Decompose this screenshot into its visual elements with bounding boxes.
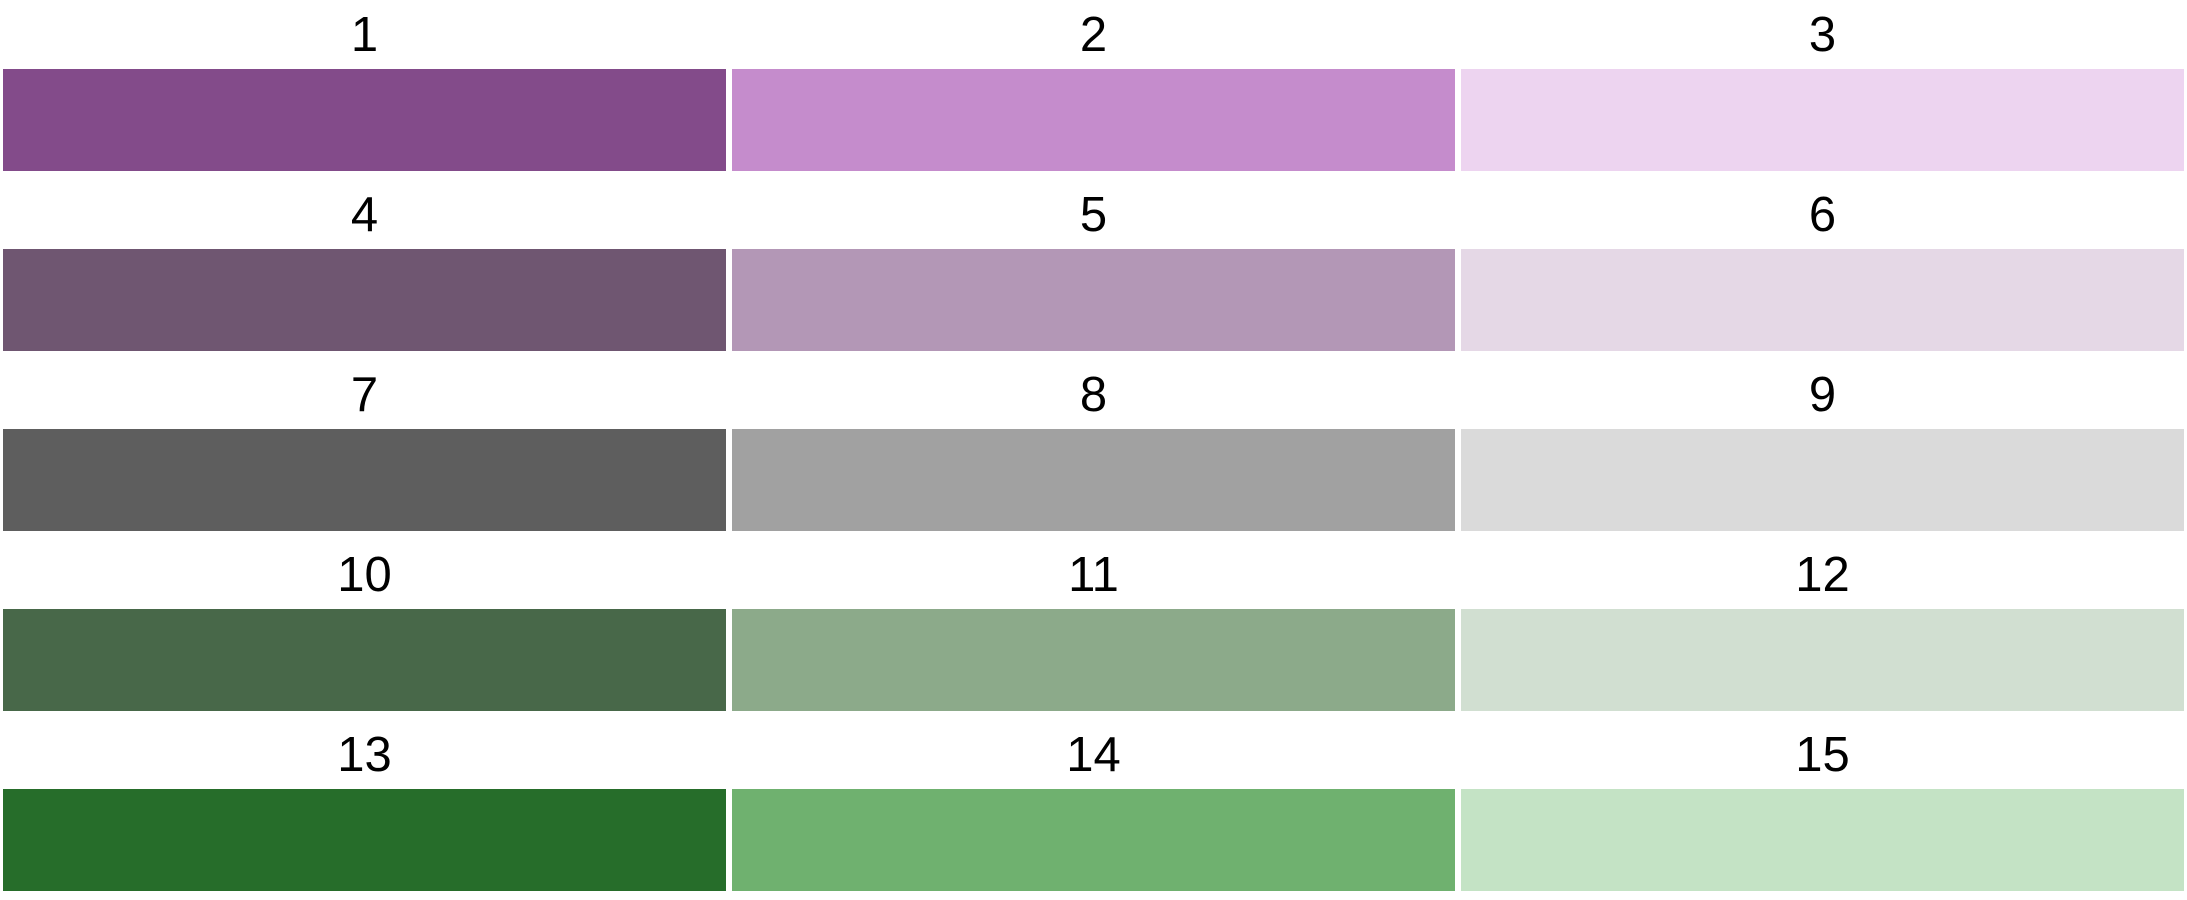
color-swatch xyxy=(1461,609,2184,711)
swatch-cell: 12 xyxy=(1461,540,2184,720)
swatch-cell: 4 xyxy=(3,180,726,360)
swatch-cell: 6 xyxy=(1461,180,2184,360)
swatch-label: 6 xyxy=(1808,188,1837,242)
swatch-label: 8 xyxy=(1079,368,1108,422)
color-swatch xyxy=(3,789,726,891)
swatch-label: 9 xyxy=(1808,368,1837,422)
swatch-cell: 5 xyxy=(732,180,1455,360)
swatch-grid: 1 2 3 4 5 6 7 8 9 10 11 12 13 14 15 xyxy=(3,0,2184,900)
color-swatch xyxy=(1461,249,2184,351)
color-swatch xyxy=(732,609,1455,711)
swatch-label: 14 xyxy=(1066,728,1121,782)
swatch-label: 10 xyxy=(337,548,392,602)
swatch-cell: 8 xyxy=(732,360,1455,540)
swatch-cell: 14 xyxy=(732,720,1455,900)
color-swatch xyxy=(3,69,726,171)
color-swatch xyxy=(3,429,726,531)
swatch-cell: 11 xyxy=(732,540,1455,720)
swatch-cell: 15 xyxy=(1461,720,2184,900)
swatch-label: 5 xyxy=(1079,188,1108,242)
swatch-label: 12 xyxy=(1795,548,1850,602)
swatch-label: 1 xyxy=(350,8,379,62)
swatch-label: 3 xyxy=(1808,8,1837,62)
swatch-label: 15 xyxy=(1795,728,1850,782)
swatch-label: 13 xyxy=(337,728,392,782)
color-swatch xyxy=(1461,69,2184,171)
swatch-label: 7 xyxy=(350,368,379,422)
color-swatch xyxy=(1461,429,2184,531)
swatch-cell: 2 xyxy=(732,0,1455,180)
swatch-label: 11 xyxy=(1068,548,1119,602)
swatch-cell: 7 xyxy=(3,360,726,540)
color-swatch xyxy=(3,609,726,711)
color-swatch xyxy=(1461,789,2184,891)
swatch-cell: 1 xyxy=(3,0,726,180)
color-swatch xyxy=(732,789,1455,891)
swatch-cell: 13 xyxy=(3,720,726,900)
color-swatch xyxy=(732,429,1455,531)
swatch-cell: 9 xyxy=(1461,360,2184,540)
swatch-cell: 10 xyxy=(3,540,726,720)
swatch-label: 4 xyxy=(350,188,379,242)
swatch-cell: 3 xyxy=(1461,0,2184,180)
color-swatch xyxy=(732,69,1455,171)
color-swatch xyxy=(732,249,1455,351)
swatch-label: 2 xyxy=(1079,8,1108,62)
color-swatch xyxy=(3,249,726,351)
